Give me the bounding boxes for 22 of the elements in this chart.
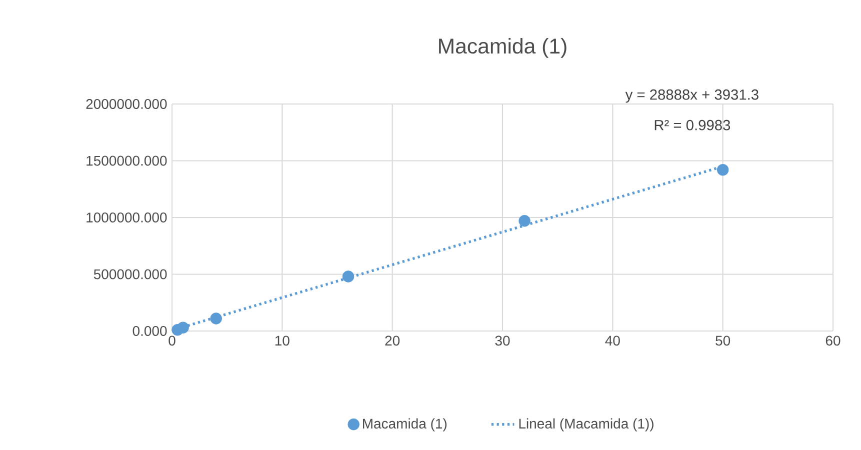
x-tick-label: 30	[495, 336, 510, 346]
point	[177, 322, 189, 334]
x-tick-label: 10	[275, 336, 290, 346]
x-tick-label: 40	[605, 336, 620, 346]
legend-label: Macamida (1)	[363, 418, 447, 432]
point	[518, 215, 530, 227]
y-tick-label: 2000000.000	[86, 99, 167, 109]
x-tick-label: 50	[716, 336, 730, 346]
y-tick-label: 500000.000	[94, 269, 167, 280]
y-tick-label: 1500000.000	[86, 156, 167, 166]
y-tick-label: 0.000	[132, 326, 167, 336]
chart-title: Macamida (1)	[439, 38, 566, 58]
x-tick-label: 0	[168, 336, 176, 346]
annotation: R² = 0.9983	[654, 120, 730, 130]
x-tick-label: 20	[385, 336, 400, 346]
x-tick-label: 60	[826, 336, 840, 346]
point	[342, 270, 354, 282]
text: y = 28888x + 3931.3	[625, 89, 758, 103]
legend-label: Lineal (Macamida (1))	[519, 418, 654, 432]
point	[716, 164, 729, 176]
y-tick-label: 1000000.000	[86, 212, 167, 222]
point	[210, 312, 222, 324]
